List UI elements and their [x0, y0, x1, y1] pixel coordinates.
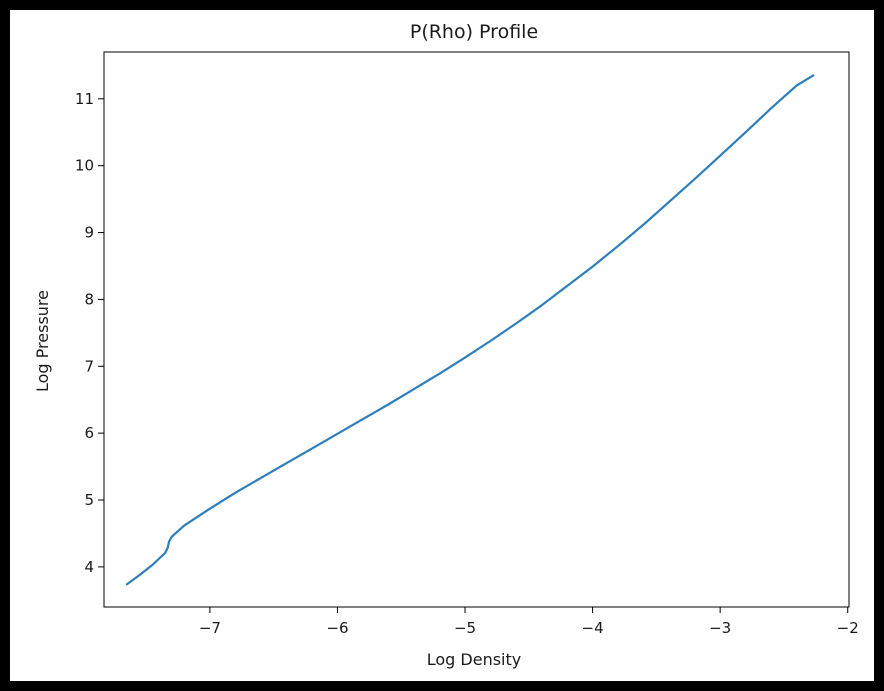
figure: P(Rho) Profile −7 −6 −5 −4 −3 −2 4 5 6 7 8 9 10 11 L… — [10, 10, 874, 681]
y-tick-label: 5 — [84, 491, 94, 509]
plot-frame — [103, 51, 850, 608]
x-tick-label: −2 — [837, 619, 859, 637]
y-tick-label: 6 — [84, 424, 94, 442]
x-axis: −7 −6 −5 −4 −3 −2 — [199, 607, 859, 637]
x-tick-label: −6 — [326, 619, 348, 637]
x-tick-label: −7 — [199, 619, 221, 637]
y-tick-label: 8 — [84, 290, 94, 308]
x-axis-label: Log Density — [427, 650, 522, 669]
chart-title: P(Rho) Profile — [410, 21, 538, 43]
y-tick-label: 9 — [84, 224, 94, 242]
y-axis: 4 5 6 7 8 9 10 11 — [75, 90, 104, 576]
plot-area — [103, 51, 850, 608]
y-axis-label: Log Pressure — [33, 290, 52, 392]
series-line-0 — [125, 74, 815, 586]
x-tick-label: −4 — [582, 619, 604, 637]
y-tick-label: 11 — [75, 90, 94, 108]
x-tick-label: −5 — [454, 619, 476, 637]
y-tick-label: 7 — [84, 357, 94, 375]
y-tick-label: 10 — [75, 157, 94, 175]
line-chart: P(Rho) Profile −7 −6 −5 −4 −3 −2 4 5 6 7 8 9 10 11 L… — [33, 21, 859, 669]
x-tick-label: −3 — [709, 619, 731, 637]
y-tick-label: 4 — [84, 558, 94, 576]
